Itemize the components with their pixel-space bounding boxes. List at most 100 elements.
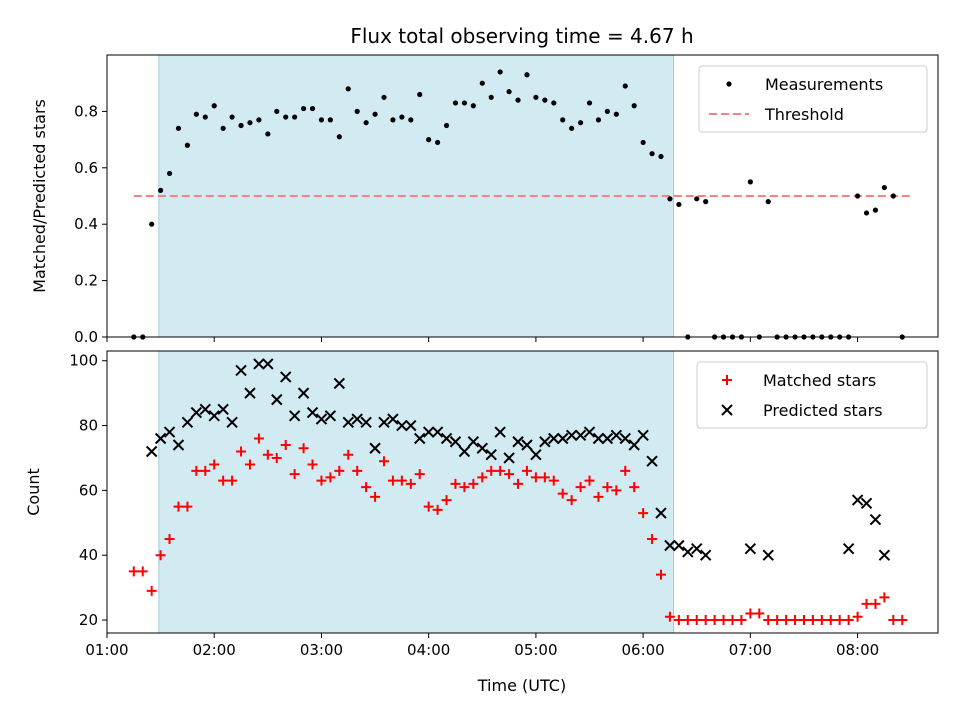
data-point bbox=[682, 615, 693, 626]
data-point bbox=[524, 72, 530, 78]
data-point bbox=[422, 426, 435, 438]
data-point bbox=[345, 86, 351, 92]
data-point bbox=[897, 615, 908, 626]
data-point bbox=[372, 111, 378, 117]
data-point bbox=[461, 100, 468, 106]
data-point bbox=[539, 436, 551, 448]
data-point bbox=[399, 114, 405, 120]
data-point bbox=[256, 117, 262, 123]
data-point bbox=[872, 207, 879, 213]
data-point bbox=[166, 170, 173, 177]
data-point bbox=[283, 114, 289, 120]
legend-marker bbox=[726, 81, 732, 87]
y-tick-label: 0.6 bbox=[74, 159, 98, 177]
series-matched-stars bbox=[128, 433, 908, 626]
data-point bbox=[315, 413, 328, 425]
data-point bbox=[306, 406, 319, 419]
data-point bbox=[324, 410, 337, 422]
data-point bbox=[182, 501, 193, 512]
data-point bbox=[387, 413, 399, 425]
data-point bbox=[300, 105, 307, 112]
data-point bbox=[854, 193, 861, 199]
data-point bbox=[628, 439, 640, 451]
data-point bbox=[288, 410, 301, 422]
data-point bbox=[638, 508, 649, 519]
data-point bbox=[512, 436, 524, 448]
data-point bbox=[408, 117, 414, 123]
data-point bbox=[297, 387, 310, 399]
data-point bbox=[396, 419, 408, 432]
data-point bbox=[667, 196, 673, 202]
y-axis-title: Matched/Predicted stars bbox=[30, 99, 49, 293]
data-point bbox=[229, 114, 235, 120]
data-point bbox=[486, 465, 497, 476]
legend: Matched stars Predicted stars bbox=[696, 361, 928, 429]
data-point bbox=[468, 478, 479, 489]
data-point bbox=[727, 615, 738, 626]
data-point bbox=[602, 482, 613, 493]
data-point bbox=[699, 549, 712, 561]
data-point bbox=[431, 426, 444, 438]
data-point bbox=[184, 142, 191, 148]
data-point bbox=[843, 615, 854, 626]
data-point bbox=[280, 371, 292, 383]
panel-ratio: 0.0 0.2 0.4 0.6 0.8 Matched/Predicted stars Me… bbox=[30, 54, 939, 346]
data-point bbox=[235, 364, 247, 377]
data-point bbox=[325, 472, 336, 483]
data-point bbox=[271, 452, 282, 463]
y-tick-label: 100 bbox=[69, 352, 98, 370]
data-point bbox=[790, 615, 801, 626]
data-point bbox=[432, 504, 443, 515]
data-point bbox=[405, 478, 416, 489]
y-tick-label: 40 bbox=[79, 546, 98, 564]
data-point bbox=[238, 122, 244, 129]
data-point bbox=[181, 416, 194, 429]
data-point bbox=[878, 549, 891, 561]
data-point bbox=[647, 534, 658, 544]
data-point bbox=[450, 478, 461, 489]
y-tick-label: 20 bbox=[79, 611, 98, 629]
data-point bbox=[381, 94, 387, 100]
data-point bbox=[354, 108, 360, 114]
data-point bbox=[656, 569, 666, 580]
data-point bbox=[863, 210, 870, 216]
data-point bbox=[334, 465, 345, 476]
data-point bbox=[191, 465, 202, 476]
data-point bbox=[736, 615, 747, 626]
data-point bbox=[530, 449, 542, 461]
data-point bbox=[309, 105, 316, 112]
data-point bbox=[611, 485, 622, 496]
data-point bbox=[172, 439, 185, 451]
data-point bbox=[521, 439, 533, 451]
data-point bbox=[586, 100, 593, 106]
data-point bbox=[175, 125, 182, 131]
data-point bbox=[649, 151, 655, 157]
data-point bbox=[488, 94, 494, 100]
data-point bbox=[494, 426, 506, 438]
data-point bbox=[220, 125, 226, 131]
data-point bbox=[280, 440, 291, 450]
data-point bbox=[834, 615, 845, 626]
data-point bbox=[515, 97, 521, 103]
data-point bbox=[619, 432, 631, 445]
data-point bbox=[584, 475, 595, 486]
data-point bbox=[655, 507, 667, 519]
data-point bbox=[816, 615, 827, 626]
x-tick-label: 01:00 bbox=[85, 641, 128, 659]
data-point bbox=[154, 432, 167, 445]
data-point bbox=[807, 615, 818, 626]
data-point bbox=[747, 179, 753, 185]
data-point bbox=[244, 387, 256, 399]
data-point bbox=[497, 69, 503, 75]
data-point bbox=[405, 419, 417, 432]
data-point bbox=[271, 393, 283, 406]
data-point bbox=[423, 501, 434, 512]
y-tick-label: 60 bbox=[79, 481, 98, 499]
legend-marker bbox=[722, 375, 732, 385]
data-point bbox=[307, 459, 318, 470]
data-point bbox=[631, 103, 637, 109]
data-point bbox=[200, 465, 211, 476]
x-tick-label: 04:00 bbox=[407, 641, 450, 659]
data-point bbox=[352, 465, 363, 476]
